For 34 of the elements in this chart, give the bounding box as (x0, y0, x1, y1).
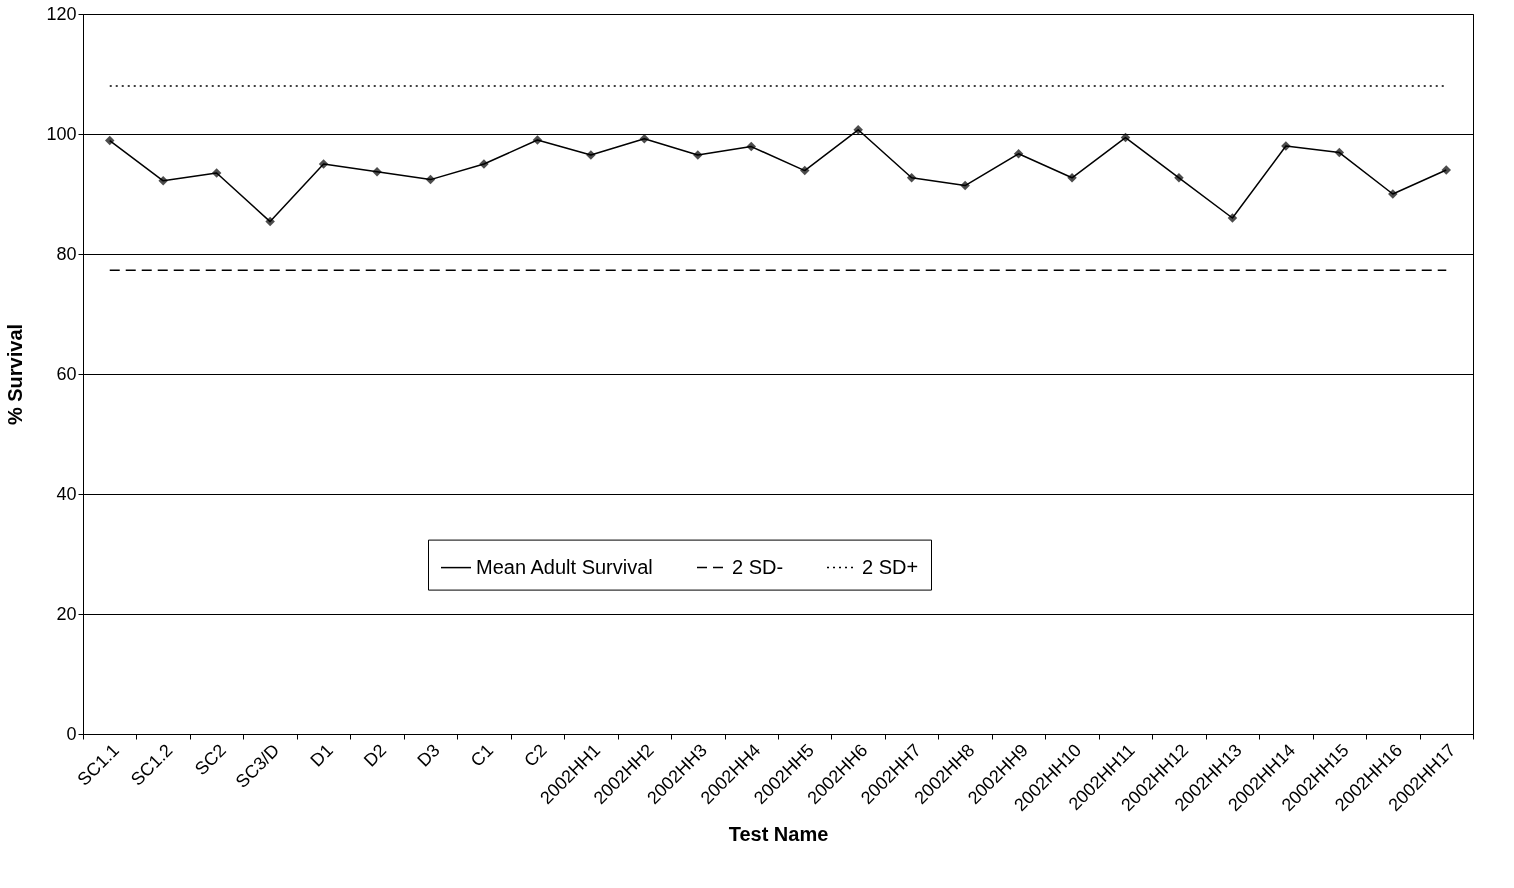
point (532, 135, 543, 145)
point (158, 176, 168, 186)
y-axis-title: % Survival (4, 323, 27, 426)
point (1120, 132, 1131, 143)
y-tick-label: 80 (56, 243, 77, 264)
x-axis-title: Test Name (728, 823, 829, 846)
legend-label: 2 SD+ (862, 555, 919, 578)
x-tick-label: C1 (466, 740, 498, 771)
x-tick-label: D3 (413, 740, 444, 771)
y-tick-label: 60 (56, 363, 77, 384)
point (318, 159, 329, 169)
point (853, 125, 863, 135)
point (1334, 147, 1345, 158)
x-tick-label: D1 (306, 740, 337, 771)
legend-label: Mean Adult Survival (476, 555, 653, 578)
point (265, 216, 275, 227)
point (1013, 149, 1024, 159)
point (906, 173, 917, 183)
point (1441, 165, 1452, 175)
y-tick-label: 20 (56, 603, 77, 624)
point (1227, 213, 1238, 223)
x-tick-label: D2 (359, 740, 391, 771)
point (799, 165, 810, 176)
y-tick-label: 120 (46, 3, 77, 24)
point (211, 168, 222, 178)
point (639, 134, 650, 144)
point (425, 174, 436, 185)
y-tick-label: 40 (56, 483, 77, 504)
point (746, 141, 757, 152)
point (960, 180, 970, 191)
y-tick-label: 100 (46, 123, 77, 144)
point (104, 135, 115, 146)
legend-label: 2 SD- (732, 555, 784, 578)
y-tick-label: 0 (66, 723, 77, 744)
